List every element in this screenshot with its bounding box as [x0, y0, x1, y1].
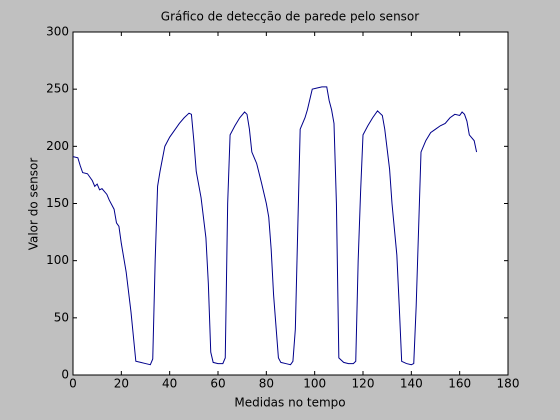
x-tick-label: 60	[210, 377, 225, 391]
x-tick-label: 80	[259, 377, 274, 391]
plot-area	[72, 31, 509, 376]
x-tick-label: 0	[69, 377, 77, 391]
y-tick-label: 0	[61, 368, 69, 382]
x-tick-label: 120	[352, 377, 375, 391]
y-axis-label: Valor do sensor	[27, 158, 41, 251]
y-tick-label: 100	[46, 253, 69, 267]
x-axis-label: Medidas no tempo	[234, 396, 345, 410]
data-line	[72, 86, 478, 366]
x-tick-label: 40	[162, 377, 177, 391]
y-tick-label: 50	[54, 310, 69, 324]
y-tick-label: 250	[46, 82, 69, 96]
x-tick-label: 160	[448, 377, 471, 391]
chart-title: Gráfico de detecção de parede pelo senso…	[161, 10, 419, 24]
x-tick-label: 100	[303, 377, 326, 391]
y-tick-label: 200	[46, 139, 69, 153]
y-tick-label: 150	[46, 196, 69, 210]
x-tick-label: 180	[497, 377, 520, 391]
x-tick-label: 20	[114, 377, 129, 391]
x-tick-label: 140	[400, 377, 423, 391]
y-tick-label: 300	[46, 25, 69, 39]
